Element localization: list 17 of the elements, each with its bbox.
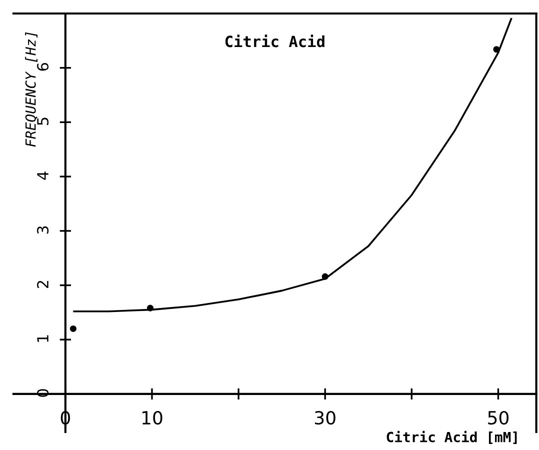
point — [322, 273, 328, 280]
y-tick-label: 4 — [37, 172, 48, 180]
line-series — [73, 18, 512, 312]
x-axis-title: Citric Acid [mM] — [386, 430, 517, 444]
x-tick-label: 30 — [314, 410, 336, 425]
x-tick-label: 10 — [142, 410, 162, 425]
x-tick-label: 50 — [488, 410, 509, 425]
y-tick-label: 3 — [37, 226, 49, 234]
y-tick-label: 5 — [37, 118, 49, 125]
y-tick-label: 6 — [37, 63, 49, 71]
point — [146, 304, 154, 312]
point — [70, 325, 76, 332]
y-axis-title: FREQUENCY [Hz] — [25, 32, 38, 147]
y-tick-label: 1 — [37, 335, 48, 342]
text: Citric Acid — [225, 34, 324, 48]
point — [493, 46, 500, 53]
y-tick-label: 2 — [37, 280, 48, 288]
